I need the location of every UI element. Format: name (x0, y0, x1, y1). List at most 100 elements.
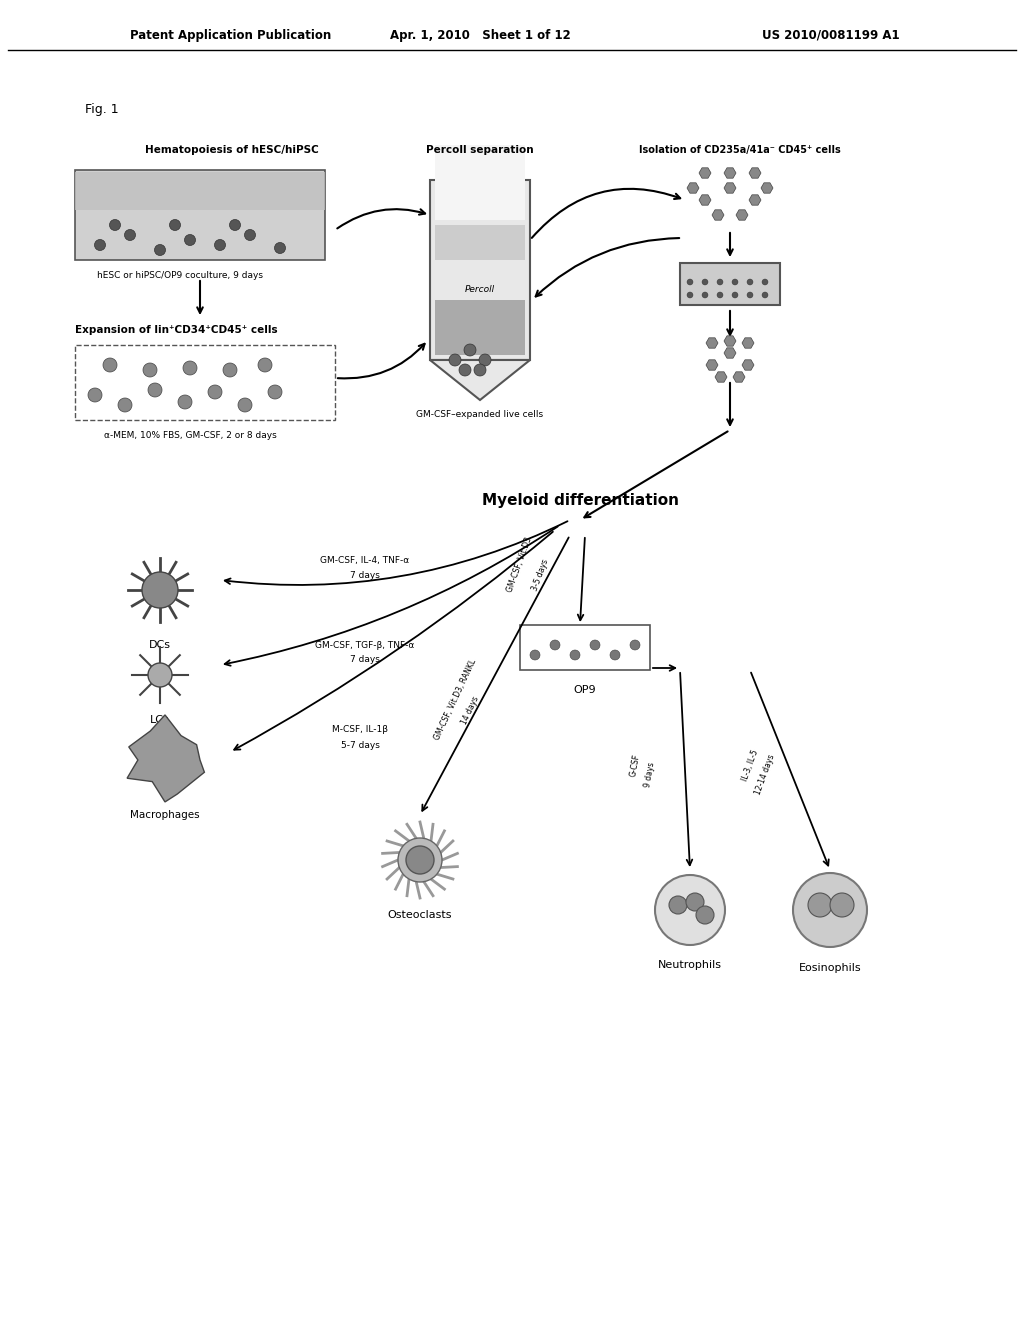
Text: M-CSF, IL-1β: M-CSF, IL-1β (332, 726, 388, 734)
Polygon shape (699, 168, 711, 178)
FancyBboxPatch shape (520, 624, 650, 671)
Polygon shape (724, 182, 736, 193)
Text: US 2010/0081199 A1: US 2010/0081199 A1 (763, 29, 900, 41)
Circle shape (550, 640, 560, 649)
Polygon shape (736, 210, 748, 220)
Circle shape (732, 292, 738, 298)
Polygon shape (127, 715, 205, 803)
Circle shape (686, 894, 705, 911)
Text: GM-CSF, Vit.D3: GM-CSF, Vit.D3 (506, 536, 535, 594)
Text: IL-3, IL-5: IL-3, IL-5 (740, 748, 760, 781)
Text: Myeloid differentiation: Myeloid differentiation (481, 492, 679, 507)
Polygon shape (699, 195, 711, 205)
Circle shape (118, 399, 132, 412)
Text: 3-5 days: 3-5 days (530, 558, 550, 593)
Text: Isolation of CD235a/41a⁻ CD45⁺ cells: Isolation of CD235a/41a⁻ CD45⁺ cells (639, 145, 841, 154)
Polygon shape (687, 182, 699, 193)
Circle shape (464, 345, 476, 356)
Circle shape (570, 649, 580, 660)
Text: hESC or hiPSC/OP9 coculture, 9 days: hESC or hiPSC/OP9 coculture, 9 days (97, 271, 263, 280)
Circle shape (258, 358, 272, 372)
Circle shape (110, 219, 121, 231)
Text: GM-CSF–expanded live cells: GM-CSF–expanded live cells (417, 411, 544, 420)
Circle shape (459, 364, 471, 376)
Circle shape (610, 649, 620, 660)
FancyBboxPatch shape (430, 180, 530, 360)
Circle shape (178, 395, 193, 409)
Text: 7 days: 7 days (350, 656, 380, 664)
Text: Apr. 1, 2010   Sheet 1 of 12: Apr. 1, 2010 Sheet 1 of 12 (389, 29, 570, 41)
Text: Hematopoiesis of hESC/hiPSC: Hematopoiesis of hESC/hiPSC (145, 145, 318, 154)
Text: Eosinophils: Eosinophils (799, 964, 861, 973)
Circle shape (155, 244, 166, 256)
Polygon shape (733, 372, 745, 383)
Circle shape (223, 363, 237, 378)
FancyBboxPatch shape (75, 170, 325, 260)
Circle shape (732, 279, 738, 285)
Circle shape (479, 354, 490, 366)
FancyBboxPatch shape (435, 224, 525, 260)
Polygon shape (724, 335, 736, 346)
Text: Percoll separation: Percoll separation (426, 145, 534, 154)
Circle shape (655, 875, 725, 945)
Circle shape (274, 243, 286, 253)
Text: Percoll: Percoll (465, 285, 495, 294)
FancyBboxPatch shape (75, 345, 335, 420)
Text: Macrophages: Macrophages (130, 810, 200, 820)
Circle shape (808, 894, 833, 917)
FancyBboxPatch shape (435, 300, 525, 355)
Circle shape (142, 572, 178, 609)
Text: Osteoclasts: Osteoclasts (388, 909, 453, 920)
Circle shape (229, 219, 241, 231)
Text: 12-14 days: 12-14 days (754, 754, 776, 796)
Circle shape (268, 385, 282, 399)
Circle shape (474, 364, 486, 376)
Text: DCs: DCs (150, 640, 171, 649)
Circle shape (696, 906, 714, 924)
Text: Fig. 1: Fig. 1 (85, 103, 119, 116)
Text: GM-CSF, Vit.D3, RANKL: GM-CSF, Vit.D3, RANKL (432, 659, 478, 742)
Text: 14 days: 14 days (460, 694, 480, 726)
Circle shape (143, 363, 157, 378)
Text: 7 days: 7 days (350, 570, 380, 579)
Circle shape (530, 649, 540, 660)
Circle shape (398, 838, 442, 882)
Polygon shape (742, 338, 754, 348)
Circle shape (125, 230, 135, 240)
Polygon shape (706, 338, 718, 348)
Circle shape (148, 383, 162, 397)
Circle shape (238, 399, 252, 412)
Text: G-CSF: G-CSF (629, 752, 641, 777)
Circle shape (717, 279, 723, 285)
Circle shape (746, 292, 753, 298)
Circle shape (94, 239, 105, 251)
Circle shape (793, 873, 867, 946)
Text: LCs: LCs (151, 715, 170, 725)
Circle shape (183, 360, 197, 375)
Text: 5-7 days: 5-7 days (341, 741, 380, 750)
Circle shape (103, 358, 117, 372)
Circle shape (590, 640, 600, 649)
Polygon shape (724, 347, 736, 358)
Circle shape (170, 219, 180, 231)
Circle shape (669, 896, 687, 913)
Polygon shape (430, 360, 530, 400)
Text: 9 days: 9 days (643, 762, 656, 788)
Circle shape (830, 894, 854, 917)
Text: GM-CSF, IL-4, TNF-α: GM-CSF, IL-4, TNF-α (321, 556, 410, 565)
Circle shape (245, 230, 256, 240)
Polygon shape (749, 195, 761, 205)
FancyBboxPatch shape (435, 145, 525, 220)
Circle shape (702, 292, 708, 298)
Circle shape (148, 663, 172, 686)
Text: Expansion of lin⁺CD34⁺CD45⁺ cells: Expansion of lin⁺CD34⁺CD45⁺ cells (75, 325, 278, 335)
Polygon shape (742, 360, 754, 370)
Polygon shape (712, 210, 724, 220)
Circle shape (687, 292, 693, 298)
Circle shape (208, 385, 222, 399)
Polygon shape (761, 182, 773, 193)
Circle shape (702, 279, 708, 285)
Text: α-MEM, 10% FBS, GM-CSF, 2 or 8 days: α-MEM, 10% FBS, GM-CSF, 2 or 8 days (103, 430, 276, 440)
FancyBboxPatch shape (680, 263, 780, 305)
Polygon shape (706, 360, 718, 370)
